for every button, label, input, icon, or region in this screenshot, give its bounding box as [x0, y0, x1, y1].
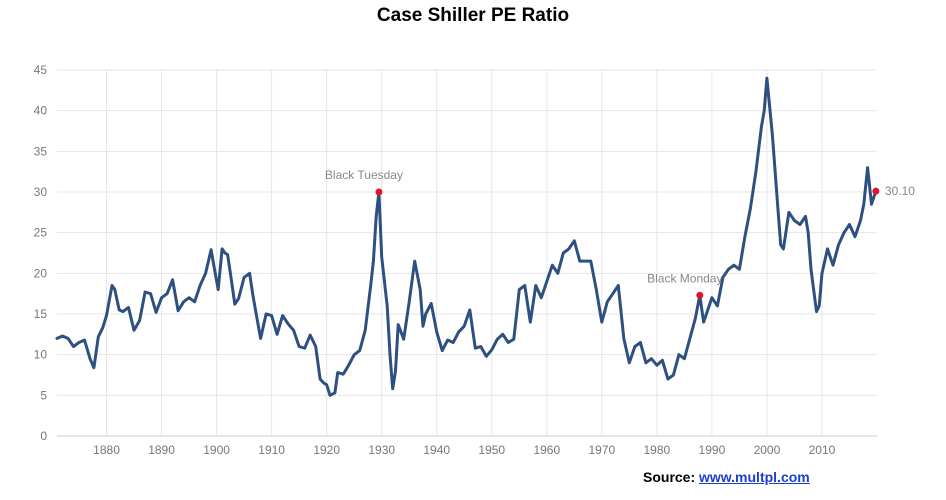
- y-tick-label: 30: [34, 185, 48, 199]
- source-link[interactable]: www.multpl.com: [699, 469, 810, 485]
- x-tick-label: 2000: [754, 443, 781, 457]
- x-tick-label: 1950: [478, 443, 505, 457]
- chart-title: Case Shiller PE Ratio: [376, 5, 570, 26]
- x-tick-label: 2010: [809, 443, 836, 457]
- x-tick-label: 1880: [93, 443, 120, 457]
- x-tick-label: 1970: [588, 443, 615, 457]
- annotation-label: Black Monday: [647, 271, 722, 285]
- y-tick-label: 45: [34, 63, 48, 77]
- annotation-label: Black Tuesday: [325, 168, 403, 182]
- x-tick-label: 1940: [423, 443, 450, 457]
- x-tick-label: 1990: [699, 443, 726, 457]
- annotation-label: 30.10: [885, 184, 915, 198]
- x-tick-label: 1980: [644, 443, 671, 457]
- y-axis: 0 5 10 15 20 25 30 35 40 45: [34, 63, 48, 443]
- grid: [57, 69, 877, 437]
- x-tick-label: 1900: [203, 443, 230, 457]
- x-axis: 1880 1890 1900 1910 1920 1930 1940 1950 1960 1970…: [93, 443, 835, 457]
- series-line-0: [55, 76, 878, 397]
- x-tick-label: 1890: [148, 443, 175, 457]
- y-tick-label: 20: [34, 266, 48, 280]
- annotation-marker: [375, 188, 383, 196]
- y-tick-label: 25: [34, 226, 48, 240]
- x-tick-label: 1910: [258, 443, 285, 457]
- source-note: Source: www.multpl.com: [643, 469, 810, 485]
- annotation-marker: [696, 291, 704, 299]
- x-tick-label: 1920: [313, 443, 340, 457]
- annotations: Black Tuesday Black Monday 30.10: [325, 168, 915, 299]
- y-tick-label: 10: [34, 348, 48, 362]
- source-prefix: Source:: [643, 469, 700, 485]
- y-tick-label: 0: [40, 429, 47, 443]
- y-tick-label: 40: [34, 104, 48, 118]
- series-layer: [55, 76, 878, 397]
- y-tick-label: 35: [34, 144, 48, 158]
- x-tick-label: 1960: [533, 443, 560, 457]
- annotation-marker: [872, 187, 880, 195]
- x-tick-label: 1930: [368, 443, 395, 457]
- y-tick-label: 5: [40, 388, 47, 402]
- y-tick-label: 15: [34, 307, 48, 321]
